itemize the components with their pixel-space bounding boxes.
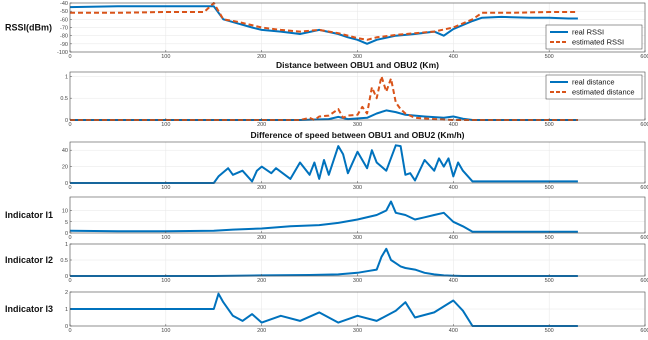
x-tick-label: 200 <box>257 54 266 60</box>
x-tick-label: 0 <box>68 185 71 191</box>
legend-label: estimated distance <box>572 88 635 97</box>
panel-title: Difference of speed between OBU1 and OBU… <box>251 130 465 140</box>
x-tick-label: 500 <box>545 235 554 241</box>
y-tick-label: -60 <box>60 17 68 23</box>
series-line-2 <box>70 75 578 121</box>
y-tick-label: -80 <box>60 34 68 40</box>
panel-6: 0 100 200 300 400 500 600 0 1 2 Indicator I3 <box>5 290 648 334</box>
x-tick-label: 200 <box>257 122 266 128</box>
y-tick-label: 5 <box>65 220 68 226</box>
x-tick-label: 500 <box>545 328 554 334</box>
y-axis-label: RSSI(dBm) <box>5 23 52 33</box>
x-tick-label: 400 <box>449 54 458 60</box>
x-tick-label: 400 <box>449 278 458 284</box>
series-line-1 <box>70 144 578 184</box>
y-tick-label: 1 <box>65 242 68 248</box>
x-tick-label: 400 <box>449 122 458 128</box>
series-line-2 <box>70 2 578 41</box>
y-tick-label: -90 <box>60 42 68 48</box>
x-tick-label: 300 <box>353 328 362 334</box>
x-tick-label: 600 <box>640 278 648 284</box>
series-line-1 <box>70 292 578 327</box>
x-tick-label: 100 <box>161 328 170 334</box>
y-axis-label: Indicator I1 <box>5 210 53 220</box>
legend-box <box>545 74 643 100</box>
y-axis-label: Indicator I3 <box>5 304 53 314</box>
y-tick-label: 2 <box>65 290 68 296</box>
x-tick-label: 300 <box>353 122 362 128</box>
x-tick-label: 200 <box>257 328 266 334</box>
x-tick-label: 500 <box>545 278 554 284</box>
x-tick-label: 600 <box>640 185 648 191</box>
panel-4: 0 100 200 300 400 500 600 0 5 10 Indicator I1 <box>5 196 648 241</box>
y-axis-label: Indicator I2 <box>5 255 53 265</box>
series-line-1 <box>70 200 578 233</box>
y-tick-label: 1 <box>65 74 68 80</box>
x-tick-label: 500 <box>545 122 554 128</box>
x-tick-label: 0 <box>68 235 71 241</box>
y-tick-label: 0 <box>65 118 68 124</box>
x-tick-label: 200 <box>257 278 266 284</box>
x-tick-label: 600 <box>640 328 648 334</box>
panel-1: 0 100 200 300 400 500 600 -100 -90 -80 -70 -60 -50 -4… <box>5 1 648 60</box>
x-tick-label: 100 <box>161 235 170 241</box>
y-tick-label: 0 <box>65 324 68 330</box>
x-tick-label: 100 <box>161 185 170 191</box>
x-tick-label: 400 <box>449 328 458 334</box>
y-tick-label: -100 <box>57 50 68 56</box>
y-tick-label: 0.5 <box>60 96 68 102</box>
x-tick-label: 100 <box>161 122 170 128</box>
y-tick-label: 10 <box>62 209 68 215</box>
x-tick-label: 200 <box>257 185 266 191</box>
legend-label: real distance <box>572 78 615 87</box>
x-tick-label: 500 <box>545 54 554 60</box>
y-tick-label: 0 <box>65 231 68 237</box>
x-tick-label: 100 <box>161 278 170 284</box>
x-tick-label: 200 <box>257 235 266 241</box>
y-tick-label: 40 <box>62 148 68 154</box>
y-tick-label: 0.5 <box>60 258 68 264</box>
x-tick-label: 600 <box>640 122 648 128</box>
legend-label: estimated RSSI <box>572 38 624 47</box>
panel-3: 0 100 200 300 400 500 600 0 20 40 Difference of sp… <box>62 130 648 191</box>
y-tick-label: 0 <box>65 274 68 280</box>
x-tick-label: 300 <box>353 185 362 191</box>
legend-box <box>545 24 643 50</box>
y-tick-label: -50 <box>60 9 68 15</box>
panel-5: 0 100 200 300 400 500 600 0 0.5 1 Indicator I2 <box>5 242 648 284</box>
y-tick-label: 1 <box>65 307 68 313</box>
x-tick-label: 400 <box>449 235 458 241</box>
y-tick-label: -40 <box>60 1 68 7</box>
x-tick-label: 300 <box>353 278 362 284</box>
x-tick-label: 600 <box>640 54 648 60</box>
series-line-1 <box>70 109 578 121</box>
y-tick-label: 0 <box>65 181 68 187</box>
panel-title: Distance between OBU1 and OBU2 (Km) <box>276 60 439 70</box>
x-tick-label: 0 <box>68 278 71 284</box>
x-tick-label: 500 <box>545 185 554 191</box>
x-tick-label: 300 <box>353 54 362 60</box>
x-tick-label: 100 <box>161 54 170 60</box>
x-tick-label: 600 <box>640 235 648 241</box>
x-tick-label: 300 <box>353 235 362 241</box>
legend-label: real RSSI <box>572 28 604 37</box>
panel-2: 0 100 200 300 400 500 600 0 0.5 1 Distance between… <box>60 60 648 128</box>
y-tick-label: -70 <box>60 26 68 32</box>
x-tick-label: 0 <box>68 122 71 128</box>
x-tick-label: 0 <box>68 328 71 334</box>
x-tick-label: 400 <box>449 185 458 191</box>
x-tick-label: 0 <box>68 54 71 60</box>
y-tick-label: 20 <box>62 165 68 171</box>
series-line-1 <box>70 247 578 277</box>
